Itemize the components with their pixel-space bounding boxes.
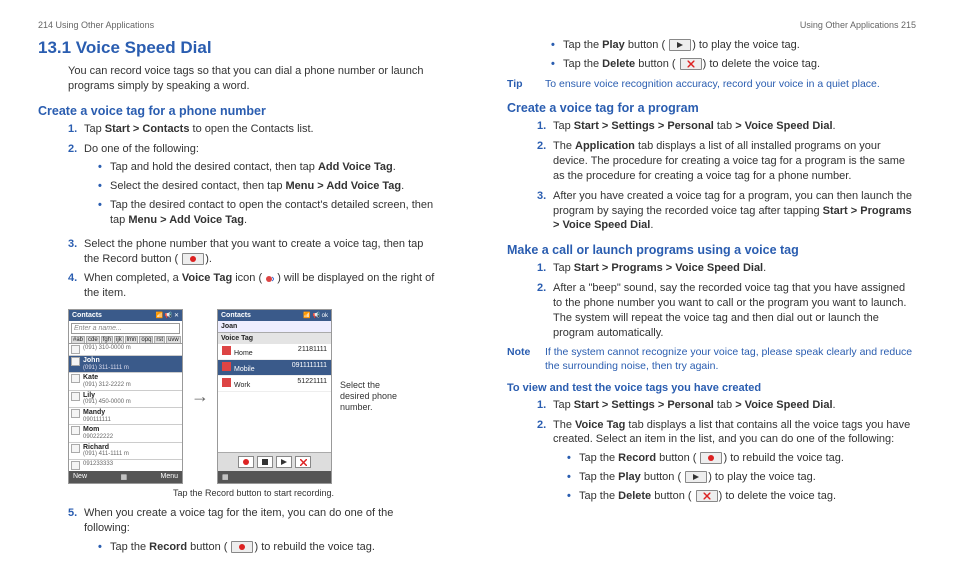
steps-after: 5. When you create a voice tag for the i…: [68, 506, 439, 559]
step-text: After you have created a voice tag for a…: [553, 189, 916, 234]
subhead-makecall: Make a call or launch programs using a v…: [507, 243, 916, 257]
record-toolbar: [218, 452, 331, 471]
bullet: Tap the Record button ( ) to rebuild the…: [567, 451, 916, 466]
bullet: Tap the Play button ( ) to play the voic…: [567, 470, 916, 485]
intro-text: You can record voice tags so that you ca…: [68, 64, 439, 94]
bullet: Tap the Play button ( ) to play the voic…: [551, 38, 916, 53]
bullet: Tap the Record button ( ) to rebuild the…: [98, 540, 439, 555]
section-title: 13.1 Voice Speed Dial: [38, 38, 439, 58]
step-text: When completed, a Voice Tag icon ( ) wil…: [84, 271, 439, 301]
page-left: 214 Using Other Applications 13.1 Voice …: [0, 0, 477, 587]
step-text: The Voice Tag tab displays a list that c…: [553, 418, 916, 508]
step-text: The Application tab displays a list of a…: [553, 139, 916, 184]
step-num: 3.: [537, 189, 553, 234]
page-right: Using Other Applications 215 Tap the Pla…: [477, 0, 954, 587]
step-text: When you create a voice tag for the item…: [84, 506, 439, 559]
step-text: Tap Start > Contacts to open the Contact…: [84, 122, 439, 137]
tip-note: TipTo ensure voice recognition accuracy,…: [507, 78, 916, 92]
note: NoteIf the system cannot recognize your …: [507, 346, 916, 373]
step-num: 2.: [537, 139, 553, 184]
stop-icon: [257, 456, 273, 468]
subhead-program: Create a voice tag for a program: [507, 101, 916, 115]
step-num: 5.: [68, 506, 84, 559]
step-num: 2.: [537, 281, 553, 340]
play-icon: [685, 471, 707, 483]
step-num: 4.: [68, 271, 84, 301]
bullet: Tap the desired contact to open the cont…: [98, 198, 439, 228]
steps-viewtest: 1. Tap Start > Settings > Personal tab >…: [537, 398, 916, 508]
step-num: 1.: [537, 119, 553, 134]
step-text: After a "beep" sound, say the recorded v…: [553, 281, 916, 340]
steps-program: 1. Tap Start > Settings > Personal tab >…: [537, 119, 916, 233]
running-header-right: Using Other Applications 215: [507, 20, 916, 30]
continued-bullets: Tap the Play button ( ) to play the voic…: [551, 38, 916, 72]
voicetag-icon: [265, 274, 277, 284]
caption: Tap the Record button to start recording…: [68, 488, 439, 498]
bullet: Tap and hold the desired contact, then t…: [98, 160, 439, 175]
step-num: 1.: [537, 261, 553, 276]
bullet: Select the desired contact, then tap Men…: [98, 179, 439, 194]
play-icon: [669, 39, 691, 51]
bullet: Tap the Delete button ( ) to delete the …: [567, 489, 916, 504]
record-icon: [182, 253, 204, 265]
steps-makecall: 1. Tap Start > Programs > Voice Speed Di…: [537, 261, 916, 340]
delete-icon: [696, 490, 718, 502]
record-icon: [231, 541, 253, 553]
subhead-viewtest: To view and test the voice tags you have…: [507, 382, 916, 394]
running-header-left: 214 Using Other Applications: [38, 20, 439, 30]
step-num: 2.: [537, 418, 553, 508]
step-num: 1.: [537, 398, 553, 413]
subhead-phone: Create a voice tag for a phone number: [38, 104, 439, 118]
step-text: Tap Start > Settings > Personal tab > Vo…: [553, 398, 916, 413]
arrow-icon: →: [191, 386, 209, 407]
step-num: 3.: [68, 237, 84, 267]
play-icon: [276, 456, 292, 468]
step-text: Do one of the following: Tap and hold th…: [84, 142, 439, 232]
delete-icon: [295, 456, 311, 468]
record-icon: [700, 452, 722, 464]
screenshot-group: Contacts📶 📢 ✕ Enter a name... #abcdefghi…: [68, 309, 439, 484]
steps-phone: 1. Tap Start > Contacts to open the Cont…: [68, 122, 439, 301]
step-num: 1.: [68, 122, 84, 137]
phone-screenshot-contacts: Contacts📶 📢 ✕ Enter a name... #abcdefghi…: [68, 309, 183, 484]
phone-screenshot-voicetag: Contacts📶 📢 ok Joan Voice Tag Home211811…: [217, 309, 332, 484]
callout-label: Select the desired phone number.: [340, 380, 400, 412]
step-text: Tap Start > Programs > Voice Speed Dial.: [553, 261, 916, 276]
delete-icon: [680, 58, 702, 70]
step-text: Select the phone number that you want to…: [84, 237, 439, 267]
bullet: Tap the Delete button ( ) to delete the …: [551, 57, 916, 72]
step-num: 2.: [68, 142, 84, 232]
record-icon: [238, 456, 254, 468]
step-text: Tap Start > Settings > Personal tab > Vo…: [553, 119, 916, 134]
